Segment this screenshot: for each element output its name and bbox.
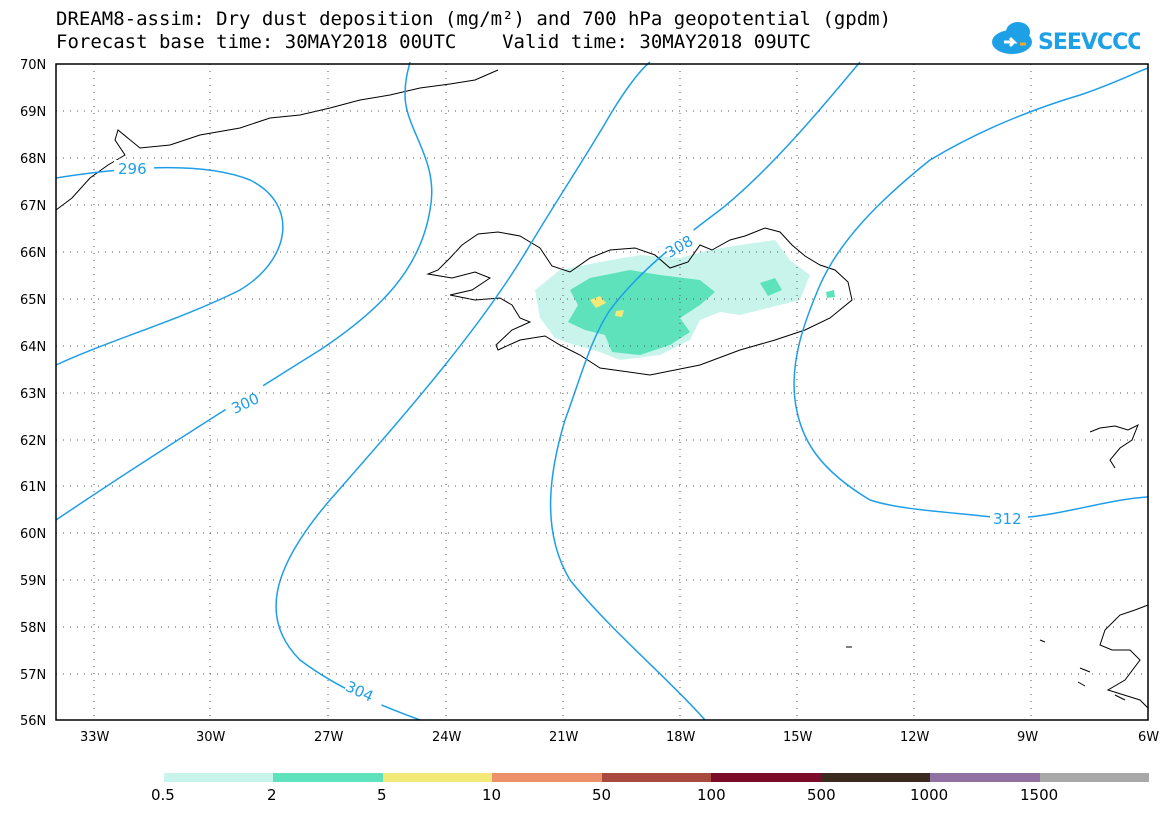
colorbar: 0.5 2 5 10 50 100 500 1000 1500 bbox=[151, 773, 1149, 804]
geopotential-contours bbox=[55, 61, 1149, 721]
lon-label: 21W bbox=[549, 730, 579, 745]
lat-label: 69N bbox=[20, 105, 46, 120]
colorbar-swatch bbox=[383, 773, 492, 782]
colorbar-label: 1000 bbox=[910, 786, 948, 804]
colorbar-swatch bbox=[492, 773, 602, 782]
colorbar-swatch bbox=[930, 773, 1040, 782]
lon-label: 30W bbox=[196, 730, 226, 745]
colorbar-swatch bbox=[164, 773, 273, 782]
lon-label: 6W bbox=[1138, 730, 1159, 745]
contour-300 bbox=[55, 61, 433, 521]
lon-label: 27W bbox=[314, 730, 344, 745]
colorbar-label: 10 bbox=[482, 786, 501, 804]
latitude-labels: 70N 69N 68N 67N 66N 65N 64N 63N 62N 61N … bbox=[20, 58, 46, 729]
colorbar-label: 2 bbox=[267, 786, 277, 804]
dust-high-area-2 bbox=[615, 310, 624, 317]
contour-label-296: 296 bbox=[118, 160, 147, 178]
contour-312 bbox=[793, 67, 1149, 519]
seevccc-logo: SEEVCCC bbox=[992, 22, 1140, 55]
lon-label: 12W bbox=[900, 730, 930, 745]
lat-label: 70N bbox=[20, 58, 46, 73]
lat-label: 58N bbox=[20, 621, 46, 636]
dust-mid-area-east bbox=[760, 278, 782, 296]
lat-label: 59N bbox=[20, 574, 46, 589]
lat-label: 63N bbox=[20, 387, 46, 402]
dust-mid-area bbox=[568, 270, 715, 355]
colorbar-label: 500 bbox=[807, 786, 836, 804]
colorbar-swatch bbox=[821, 773, 930, 782]
graticule bbox=[56, 64, 1148, 720]
lat-label: 60N bbox=[20, 527, 46, 542]
lat-label: 66N bbox=[20, 246, 46, 261]
colorbar-label: 0.5 bbox=[151, 786, 175, 804]
lat-label: 64N bbox=[20, 340, 46, 355]
faroe-coastline bbox=[1089, 423, 1139, 469]
colorbar-label: 1500 bbox=[1020, 786, 1058, 804]
logo-text: SEEVCCC bbox=[1038, 30, 1140, 55]
map-frame bbox=[55, 63, 1149, 721]
colorbar-swatch bbox=[273, 773, 383, 782]
contour-308 bbox=[549, 61, 861, 721]
greenland-coastline bbox=[55, 69, 499, 211]
colorbar-swatch bbox=[711, 773, 821, 782]
map-subtitle: Forecast base time: 30MAY2018 00UTC Vali… bbox=[56, 31, 811, 53]
lat-label: 61N bbox=[20, 480, 46, 495]
lat-label: 57N bbox=[20, 668, 46, 683]
lon-label: 9W bbox=[1017, 730, 1038, 745]
contour-label-312: 312 bbox=[993, 510, 1022, 528]
lon-label: 24W bbox=[432, 730, 462, 745]
contour-labels: 296 300 304 308 312 bbox=[114, 160, 1028, 710]
colorbar-swatch bbox=[1040, 773, 1149, 782]
dust-deposition-area bbox=[535, 240, 835, 360]
lon-label: 15W bbox=[783, 730, 813, 745]
map-title: DREAM8-assim: Dry dust deposition (mg/m²… bbox=[56, 8, 892, 30]
lat-label: 62N bbox=[20, 434, 46, 449]
scotland-coastline bbox=[1099, 604, 1149, 709]
lon-label: 33W bbox=[80, 730, 110, 745]
contour-304 bbox=[275, 61, 651, 721]
colorbar-label: 100 bbox=[697, 786, 726, 804]
contour-296 bbox=[55, 166, 284, 366]
colorbar-label: 5 bbox=[377, 786, 387, 804]
cloud-icon bbox=[992, 22, 1032, 54]
islands-coastline bbox=[846, 639, 1126, 701]
iceland-coastline bbox=[426, 227, 853, 376]
colorbar-swatch bbox=[602, 773, 711, 782]
lat-label: 56N bbox=[20, 714, 46, 729]
lat-label: 65N bbox=[20, 293, 46, 308]
colorbar-label: 50 bbox=[592, 786, 611, 804]
lat-label: 67N bbox=[20, 199, 46, 214]
lat-label: 68N bbox=[20, 152, 46, 167]
lon-label: 18W bbox=[666, 730, 696, 745]
dust-mid-area-sea bbox=[826, 290, 835, 298]
longitude-labels: 33W 30W 27W 24W 21W 18W 15W 12W 9W 6W bbox=[80, 730, 1159, 745]
coastlines bbox=[55, 69, 1149, 709]
